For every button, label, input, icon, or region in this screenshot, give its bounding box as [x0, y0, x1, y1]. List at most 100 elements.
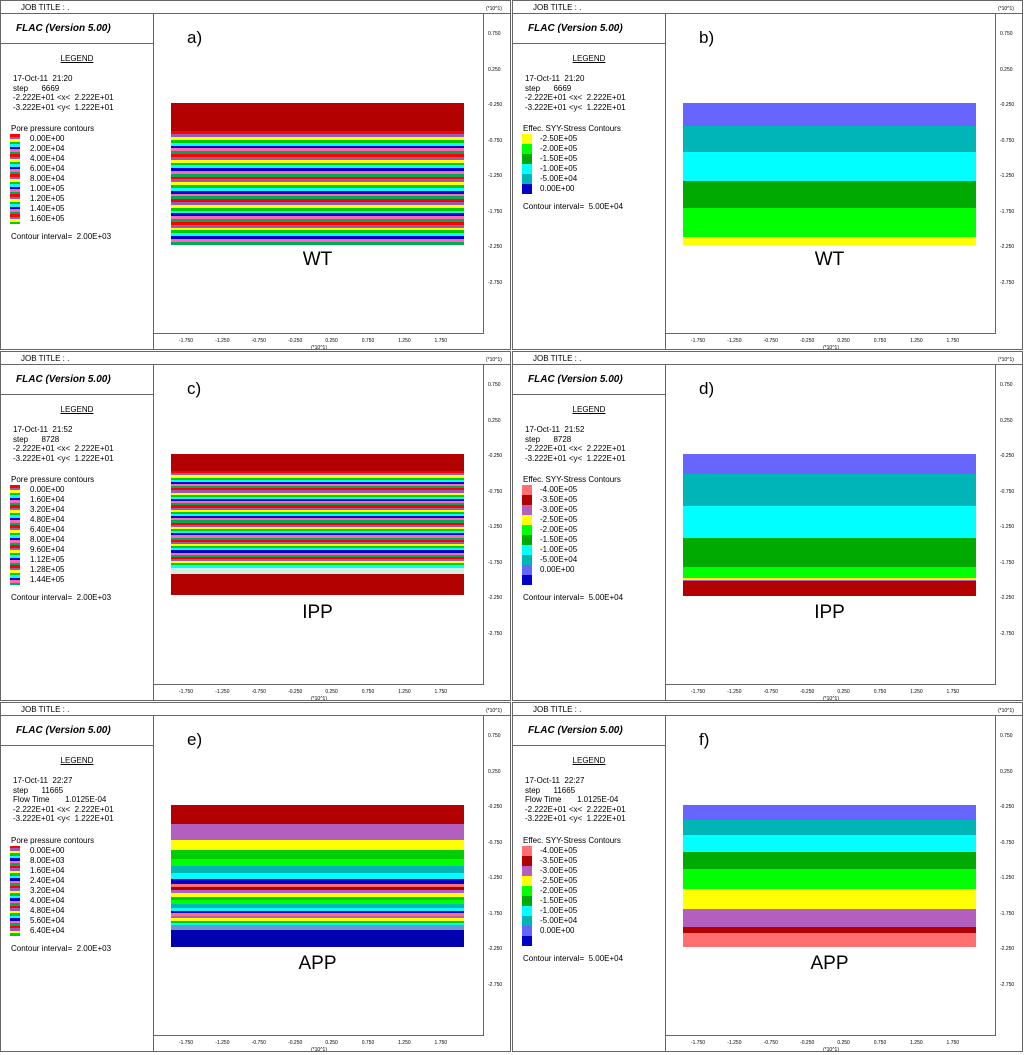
contour-band	[171, 151, 464, 155]
contour-level-label: -5.00E+04	[540, 174, 578, 183]
step-count: step 6669	[13, 83, 60, 93]
colorbar-stripe	[10, 562, 20, 565]
contour-band	[171, 187, 464, 191]
x-tick-label: -1.250	[727, 338, 742, 344]
contour-band	[171, 556, 464, 559]
contour-level-label: 5.60E+04	[30, 915, 65, 925]
y-tick-label: -0.250	[1000, 453, 1015, 459]
y-tick-label: -1.250	[1000, 875, 1015, 881]
contour-level-label: -4.00E+05	[540, 485, 578, 494]
colorbar-stripe	[10, 184, 20, 187]
soil-column-contours	[683, 103, 976, 245]
contour-level-label: 3.20E+04	[30, 505, 65, 514]
x-range: -2.222E+01 <x< 2.222E+01	[13, 444, 114, 453]
legend-column: FLAC (Version 5.00) LEGEND 17-Oct-11 21:20…	[1, 14, 154, 349]
step-count: step 6669	[525, 83, 572, 93]
colorbar-stripe	[10, 490, 20, 493]
colorbar-stripe	[10, 878, 20, 881]
x-axis: -1.750 -1.250 -0.750 -0.250 0.250 0.750 1.250 1…	[154, 334, 484, 349]
legend-heading: LEGEND	[513, 756, 665, 765]
contour-band	[171, 481, 464, 485]
y-tick-label: -2.750	[1000, 279, 1015, 286]
colorbar-stripe	[10, 495, 20, 498]
x-axis: -1.750 -1.250 -0.750 -0.250 0.250 0.750 1.250 1…	[154, 685, 484, 700]
color-swatch	[522, 164, 532, 174]
color-swatch	[522, 875, 532, 886]
contour-band	[171, 224, 464, 228]
step-count: step 8728	[525, 434, 572, 444]
contour-band	[171, 518, 464, 521]
color-swatch	[522, 545, 532, 555]
legend-title: LEGEND	[60, 54, 94, 63]
contour-level-label: -3.00E+05	[540, 505, 578, 514]
x-tick-label: 0.250	[837, 1040, 850, 1046]
contour-level-label: -1.00E+05	[540, 164, 578, 173]
contour-band	[171, 165, 464, 169]
step-count: step 8728	[13, 434, 60, 444]
contour-level-label: 6.40E+04	[30, 525, 65, 534]
colorbar-stripe	[10, 199, 20, 202]
x-tick-label: -1.250	[727, 689, 742, 695]
legend-heading: LEGEND	[513, 405, 665, 414]
contour-band	[171, 511, 464, 515]
contour-band	[171, 887, 464, 890]
contour-band	[171, 520, 464, 523]
x-range: -2.222E+01 <x< 2.222E+01	[525, 93, 626, 102]
contour-band	[171, 207, 464, 211]
y-tick-label: 0.750	[488, 31, 501, 37]
y-tick-label: 0.250	[488, 417, 501, 424]
contour-band	[171, 196, 464, 200]
colorbar-stripe	[10, 555, 20, 558]
x-tick-label: -0.250	[800, 689, 815, 695]
colorbar-stripe	[10, 863, 20, 866]
contour-band	[171, 903, 464, 908]
contour-level-label: 1.60E+05	[30, 214, 65, 223]
contour-level-row	[522, 935, 540, 946]
case-label: WT	[302, 249, 333, 270]
colorbar-stripe	[10, 527, 20, 530]
contour-band	[683, 474, 976, 506]
contour-band	[171, 173, 464, 177]
contour-band	[171, 154, 464, 157]
x-tick-label: 0.250	[837, 338, 850, 344]
y-tick-label: -0.750	[1000, 839, 1015, 846]
contour-level-label: -1.50E+05	[540, 535, 578, 544]
colorbar-stripe	[10, 582, 20, 585]
colorbar-stripe	[10, 206, 20, 209]
contour-level-label: 8.00E+04	[30, 535, 65, 544]
y-tick-label: -2.750	[488, 630, 503, 637]
contour-band	[171, 193, 464, 197]
colorbar-stripe	[10, 154, 20, 157]
color-swatch	[522, 905, 532, 916]
color-swatch	[522, 845, 532, 856]
x-tick-label: -0.250	[800, 1040, 815, 1046]
y-tick-label: 0.750	[1000, 31, 1013, 37]
colorbar-stripe	[10, 487, 20, 490]
contour-level-label: -3.50E+05	[540, 855, 578, 865]
divider	[1, 745, 153, 746]
colorbar-stripe	[10, 204, 20, 207]
y-tick-label: -0.250	[488, 453, 503, 459]
x-tick-label: 1.750	[946, 1040, 960, 1046]
contour-level-label: 4.80E+04	[30, 515, 65, 524]
x-tick-label: 1.750	[946, 689, 960, 695]
contour-title: Pore pressure contours	[11, 835, 95, 845]
x-tick-label: -1.750	[690, 338, 706, 344]
y-tick-label: -2.250	[1000, 946, 1015, 952]
app-name: FLAC (Version 5.00)	[16, 374, 111, 385]
y-axis-unit: (*10^1)	[486, 6, 502, 12]
colorbar-stripe	[10, 176, 20, 179]
contour-level-label: 1.40E+05	[30, 204, 65, 213]
contour-band	[171, 162, 464, 166]
contour-interval: Contour interval= 5.00E+04	[523, 593, 624, 602]
y-tick-label: -2.750	[1000, 630, 1015, 637]
colorbar-stripe	[10, 171, 20, 174]
contour-band	[171, 494, 464, 497]
colorbar-stripe	[10, 186, 20, 189]
soil-column-contours	[683, 805, 976, 947]
x-tick-label: 1.750	[434, 689, 448, 695]
x-tick-label: 1.250	[910, 338, 923, 344]
contour-level-label: -2.50E+05	[540, 515, 578, 524]
color-swatch	[522, 174, 532, 184]
x-tick-label: 1.750	[434, 1040, 448, 1046]
